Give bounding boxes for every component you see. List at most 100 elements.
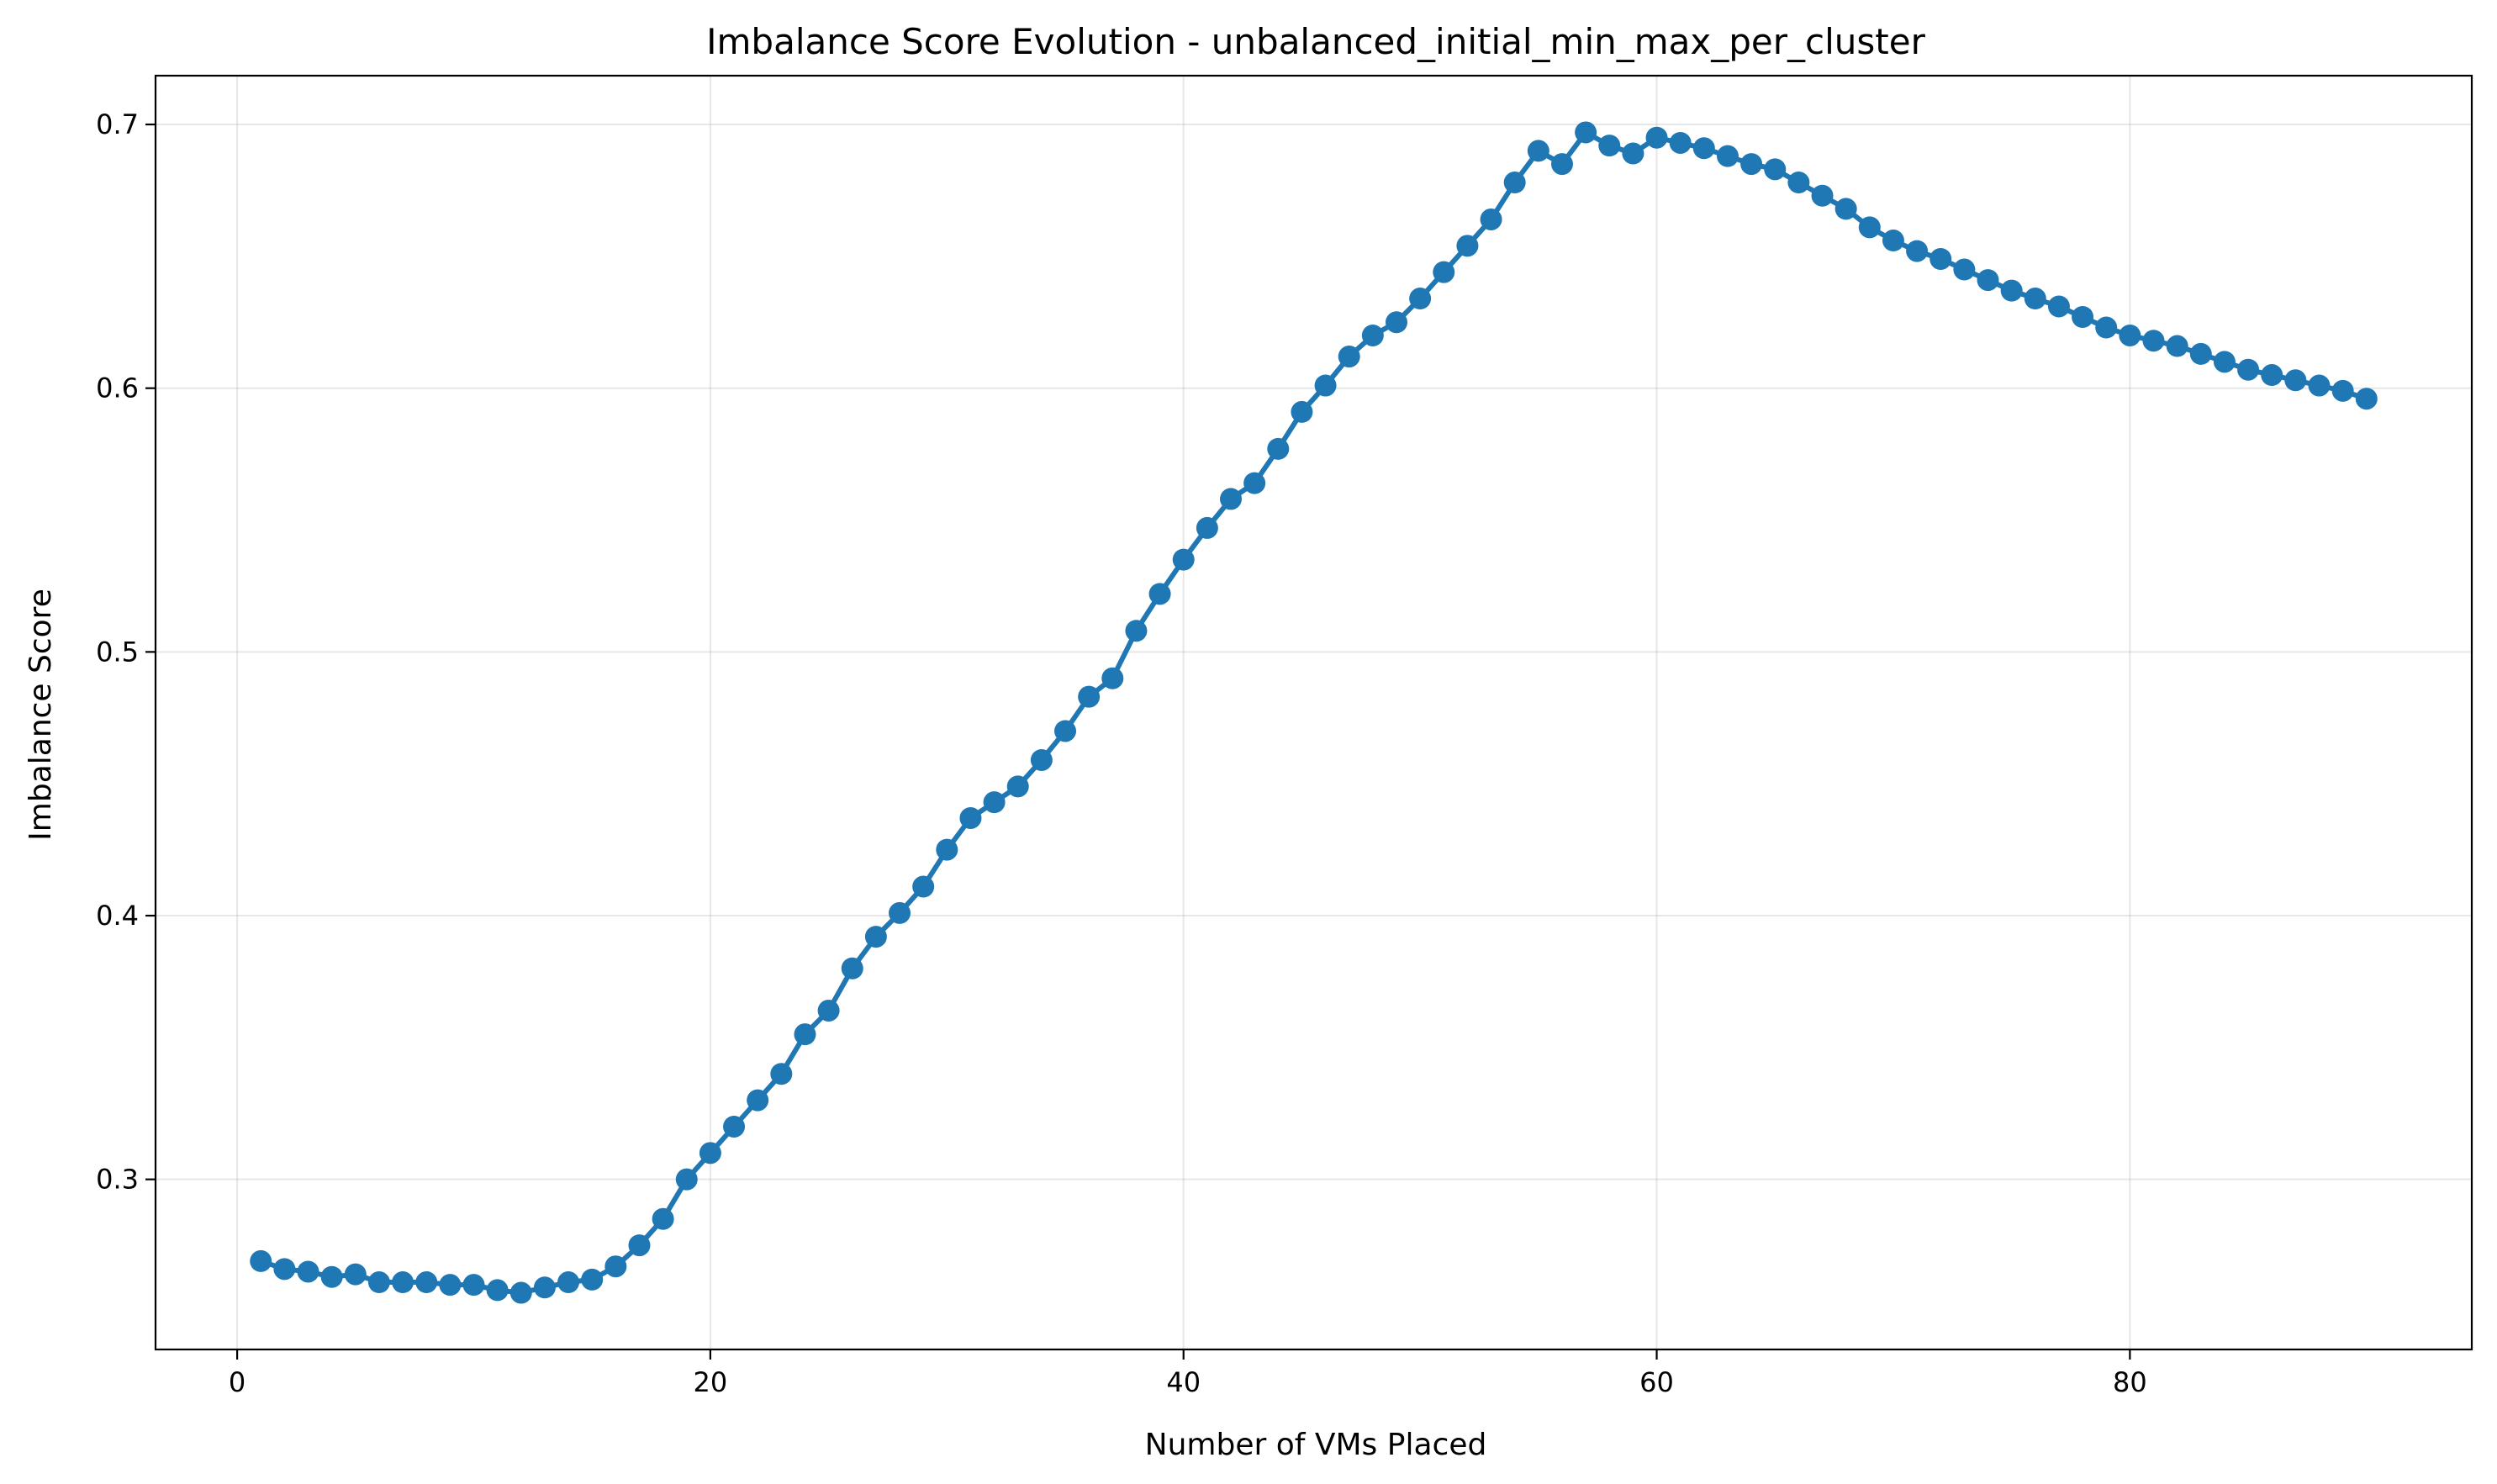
data-point (1196, 516, 1218, 539)
data-point (1361, 324, 1384, 346)
data-point (250, 1249, 272, 1272)
x-tick-label: 40 (1166, 1366, 1201, 1398)
data-point (1858, 216, 1881, 239)
data-point (1314, 374, 1337, 397)
data-point (841, 957, 863, 980)
data-point (509, 1281, 532, 1304)
data-point (959, 806, 982, 829)
data-point (1148, 583, 1171, 605)
data-point (415, 1271, 438, 1294)
data-point (1220, 488, 1243, 510)
data-point (2072, 306, 2094, 329)
data-point (1953, 258, 1976, 281)
x-tick-label: 20 (694, 1366, 728, 1398)
data-point (2142, 330, 2165, 352)
data-point (581, 1268, 604, 1291)
data-point (817, 999, 840, 1022)
data-point (2189, 342, 2212, 365)
x-tick-label: 60 (1639, 1366, 1674, 1398)
data-point (486, 1279, 509, 1302)
data-point (1078, 685, 1101, 708)
data-point (1787, 172, 1810, 194)
data-point (1385, 311, 1407, 334)
data-point (367, 1271, 390, 1294)
data-point (1006, 775, 1029, 798)
data-point (1291, 400, 1313, 423)
data-point (1409, 288, 1432, 310)
data-point (297, 1260, 319, 1283)
y-axis-label: Imbalance Score (24, 589, 58, 841)
data-point (1267, 437, 1290, 460)
data-point (2047, 295, 2070, 318)
data-point (889, 901, 911, 924)
data-point (1716, 145, 1739, 167)
y-tick-label: 0.5 (96, 636, 139, 668)
chart-title: Imbalance Score Evolution - unbalanced_i… (706, 21, 1925, 62)
data-point (2355, 388, 2378, 410)
data-point (1456, 235, 1479, 257)
data-point (1622, 142, 1644, 165)
y-tick-label: 0.7 (96, 108, 139, 140)
data-point (1977, 269, 1999, 292)
data-point (1125, 620, 1148, 642)
data-point (1930, 247, 1952, 270)
data-point (1550, 153, 1573, 176)
data-point (392, 1271, 414, 1294)
data-point (273, 1258, 296, 1281)
data-point (1527, 140, 1549, 162)
data-point (320, 1265, 343, 1288)
data-series (250, 121, 2378, 1304)
data-point (1503, 172, 1526, 194)
data-point (462, 1274, 485, 1297)
data-point (983, 791, 1006, 814)
data-point (699, 1142, 721, 1164)
data-point (1054, 720, 1077, 742)
data-point (1669, 131, 1692, 154)
data-point (1645, 126, 1668, 149)
data-point (1764, 158, 1787, 181)
y-axis: 0.3 0.4 0.5 0.6 0.7 (96, 108, 156, 1196)
plot-frame (154, 74, 2473, 1351)
data-point (2331, 379, 2354, 402)
y-tick-label: 0.3 (96, 1164, 139, 1196)
data-point (1575, 121, 1597, 144)
data-point (1338, 346, 1360, 368)
data-point (1811, 184, 1834, 207)
x-axis: 0 20 40 60 80 (229, 1349, 2147, 1398)
data-point (2308, 374, 2331, 397)
data-point (2000, 279, 2023, 302)
data-point (1101, 667, 1124, 689)
data-point (652, 1207, 674, 1230)
x-tick-label: 0 (229, 1366, 245, 1398)
data-point (2237, 358, 2260, 381)
data-point (2284, 369, 2307, 392)
data-point (1243, 472, 1266, 494)
data-point (794, 1023, 816, 1046)
data-point (1882, 230, 1904, 252)
data-point (936, 838, 958, 861)
data-point (1906, 240, 1929, 262)
data-point (604, 1255, 627, 1278)
data-point (557, 1271, 580, 1294)
data-point (2166, 335, 2188, 357)
data-point (912, 875, 935, 898)
data-point (439, 1274, 462, 1297)
data-point (533, 1276, 556, 1299)
data-point (2024, 288, 2046, 310)
data-point (1433, 261, 1455, 283)
data-point (2095, 316, 2118, 339)
y-tick-label: 0.6 (96, 372, 139, 404)
data-point (2261, 364, 2283, 387)
x-tick-label: 80 (2113, 1366, 2147, 1398)
data-point (1030, 748, 1053, 771)
data-point (1598, 135, 1621, 157)
y-tick-label: 0.4 (96, 900, 139, 932)
data-point (344, 1263, 367, 1286)
data-point (1740, 153, 1763, 176)
data-point (628, 1234, 651, 1257)
data-point (864, 926, 887, 948)
data-point (2119, 324, 2141, 346)
data-point (675, 1168, 698, 1191)
x-axis-label: Number of VMs Placed (1145, 1428, 1487, 1462)
